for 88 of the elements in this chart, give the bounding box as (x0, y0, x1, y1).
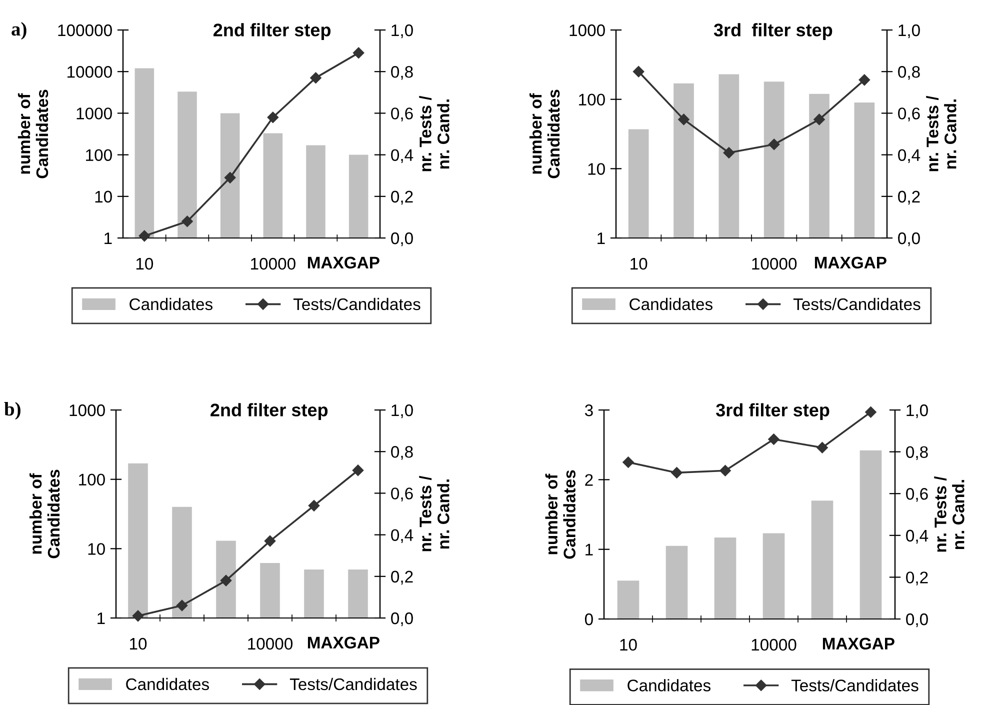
y2-tick-label: 1,0 (906, 404, 928, 418)
point (720, 465, 731, 476)
y-tick-label: 1 (586, 544, 593, 556)
y-tick-label: 100 (79, 474, 105, 486)
y-tick-label: 1000 (70, 404, 105, 416)
bar (762, 533, 785, 619)
y-tick-label: 1 (98, 612, 105, 624)
y-tick-label: 0 (584, 613, 593, 626)
point (865, 406, 876, 418)
y-axis-title: number of Candidates (29, 470, 60, 558)
y2-axis-title: nr. Tests / nr. Cand. (419, 476, 450, 552)
y-tick-label: 10 (588, 163, 605, 175)
bar (714, 537, 736, 619)
x-axis-title: MAXGAP (814, 256, 886, 269)
y2-tick-label: 1,0 (898, 24, 920, 38)
y2-tick-label: 0,6 (391, 108, 413, 122)
y2-axis-title: nr. Tests / nr. Cand. (926, 96, 956, 172)
y2-axis-title: nr. Tests / nr. Cand. (934, 476, 964, 552)
y2-tick-label: 0,6 (898, 108, 920, 122)
y2-tick-label: 1,0 (392, 24, 413, 38)
y-tick-label: 10 (95, 190, 112, 203)
x-tick-label: 10000 (752, 258, 797, 270)
x-tick-label: 10000 (248, 638, 293, 650)
y2-tick-label: 0,8 (906, 446, 928, 460)
y2-tick-label: 0,4 (391, 149, 414, 163)
x-tick-label: 10000 (251, 258, 296, 270)
y2-tick-label: 0,8 (391, 66, 413, 80)
bar (860, 450, 882, 619)
text: b) (4, 402, 20, 420)
y2-tick-label: 1,0 (392, 404, 413, 418)
bar (666, 546, 688, 619)
x-axis-title: MAXGAP (822, 638, 894, 650)
y-tick-label: 1000 (570, 24, 605, 36)
chart-title: 2nd filter step (214, 23, 331, 40)
y2-tick-label: 0,6 (906, 488, 928, 502)
y-tick-label: 1000 (76, 108, 112, 120)
x-tick-label: 10 (136, 258, 154, 270)
x-tick-label: 10 (130, 638, 147, 650)
y2-tick-label: 0,6 (391, 488, 413, 502)
y-tick-label: 1 (104, 232, 112, 244)
y-tick-label: 100 (579, 94, 605, 106)
chart-title: 2nd filter step (210, 403, 328, 420)
y2-tick-label: 0,2 (391, 570, 413, 585)
legend-label: Candidates (126, 678, 209, 690)
y-axis-title: number of Candidates (18, 90, 48, 178)
bar (811, 500, 834, 619)
y2-tick-label: 0,4 (391, 529, 414, 543)
legend-label: Candidates (630, 298, 712, 310)
y2-tick-label: 0,2 (906, 572, 928, 586)
y2-tick-label: 0,0 (906, 613, 928, 628)
y2-tick-label: 0,0 (898, 232, 920, 246)
y2-tick-label: 0,0 (391, 232, 413, 246)
y-tick-label: 2 (585, 474, 593, 486)
point (671, 467, 682, 478)
y-tick-label: 1 (598, 232, 605, 244)
x-tick-label: 10000 (752, 638, 796, 651)
legend-label: Tests/Candidates (793, 298, 920, 310)
legend-label: Candidates (628, 679, 710, 692)
point (622, 456, 634, 468)
y-tick-label: 10 (88, 543, 105, 555)
text: a) (12, 22, 26, 40)
y2-tick-label: 0,4 (906, 530, 928, 544)
y-tick-label: 3 (584, 404, 593, 416)
y2-tick-label: 0,2 (898, 190, 920, 205)
x-tick-label: 10 (630, 258, 648, 270)
chart-title: 3rd filter step (716, 403, 830, 420)
y-tick-label: 100000 (58, 24, 112, 36)
y2-axis-title: nr. Tests / nr. Cand. (419, 96, 450, 172)
point (816, 442, 828, 454)
chart-title: 3rd filter step (714, 23, 832, 40)
y2-tick-label: 0,2 (391, 190, 413, 205)
x-axis-title: MAXGAP (308, 256, 380, 269)
y2-tick-label: 0,4 (898, 149, 920, 163)
y-tick-label: 100 (86, 149, 112, 162)
bar (617, 580, 640, 619)
x-tick-label: 10 (620, 638, 637, 651)
x-axis-title: MAXGAP (308, 636, 380, 649)
y2-tick-label: 0,0 (391, 612, 413, 626)
point (768, 434, 780, 445)
legend-label: Tests/Candidates (791, 679, 918, 692)
legend-label: Tests/Candidates (290, 678, 417, 690)
y-tick-label: 10000 (68, 66, 112, 78)
legend-label: Candidates (130, 298, 212, 310)
y2-tick-label: 0,8 (391, 446, 413, 460)
legend-label: Tests/Candidates (293, 298, 420, 310)
y-axis-title: number of Candidates (545, 470, 576, 559)
y2-tick-label: 0,8 (898, 66, 920, 80)
y-axis-title: number of Candidates (529, 90, 560, 178)
